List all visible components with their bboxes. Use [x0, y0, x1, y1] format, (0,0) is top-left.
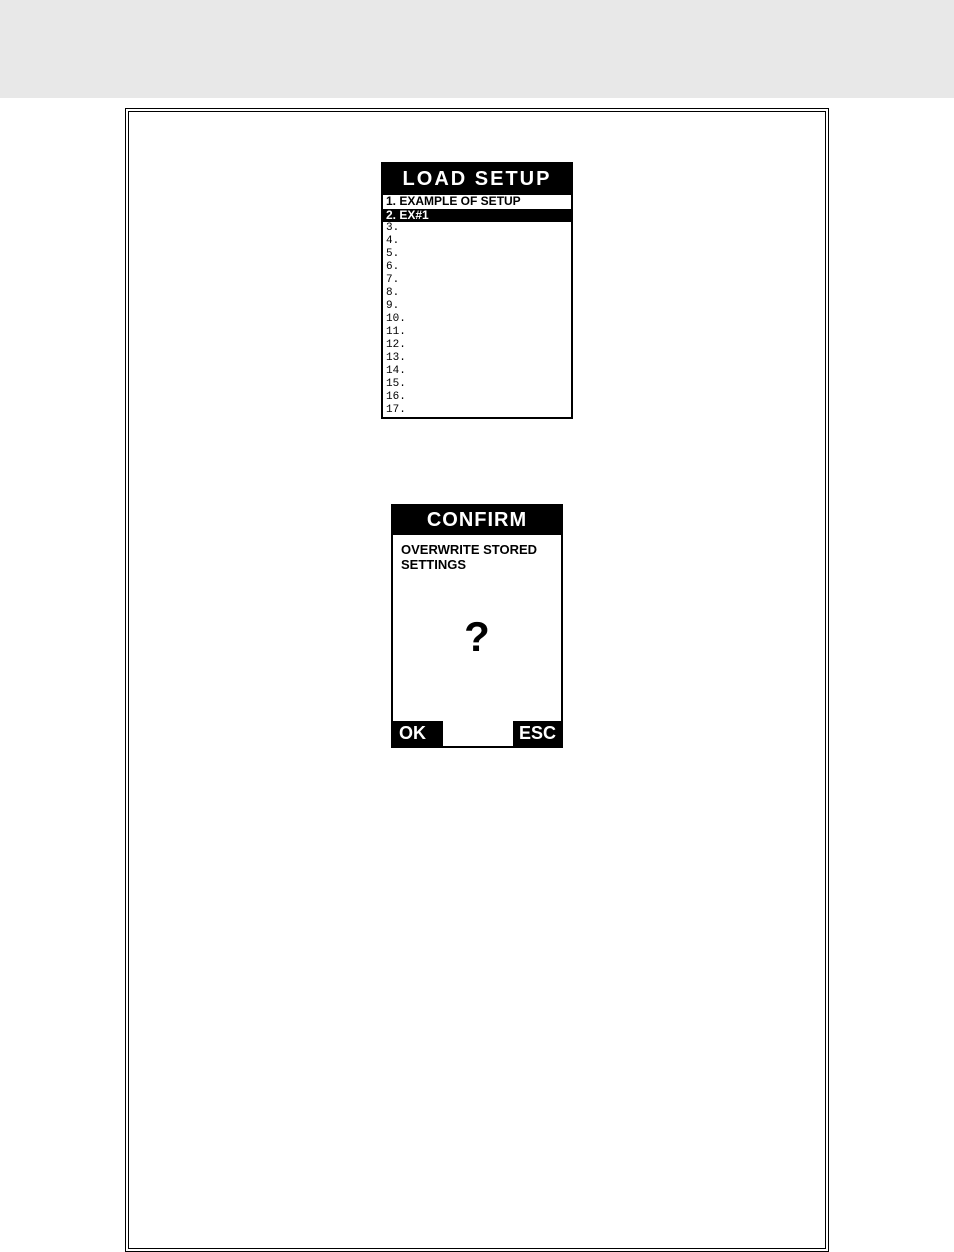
content-frame-outer: LOAD SETUP 1. EXAMPLE OF SETUP2. EX#13.4…	[125, 108, 829, 1252]
esc-button[interactable]: ESC	[513, 721, 561, 746]
load-setup-item[interactable]: 3.	[383, 222, 571, 235]
confirm-panel: CONFIRM OVERWRITE STORED SETTINGS ? OK E…	[391, 504, 563, 748]
confirm-button-row: OK ESC	[393, 721, 561, 746]
question-mark-icon: ?	[401, 613, 553, 661]
load-setup-item[interactable]: 4.	[383, 235, 571, 248]
load-setup-title: LOAD SETUP	[383, 164, 571, 195]
load-setup-item[interactable]: 14.	[383, 365, 571, 378]
load-setup-item[interactable]: 17.	[383, 404, 571, 417]
load-setup-item[interactable]: 8.	[383, 287, 571, 300]
load-setup-item[interactable]: 13.	[383, 352, 571, 365]
load-setup-item[interactable]: 15.	[383, 378, 571, 391]
load-setup-item[interactable]: 7.	[383, 274, 571, 287]
load-setup-item[interactable]: 1. EXAMPLE OF SETUP	[383, 195, 571, 209]
load-setup-item[interactable]: 12.	[383, 339, 571, 352]
confirm-body: OVERWRITE STORED SETTINGS ?	[393, 535, 561, 721]
confirm-message-line1: OVERWRITE STORED	[401, 542, 537, 557]
confirm-message-line2: SETTINGS	[401, 557, 466, 572]
load-setup-item[interactable]: 16.	[383, 391, 571, 404]
ok-button[interactable]: OK	[393, 721, 443, 746]
load-setup-list: 1. EXAMPLE OF SETUP2. EX#13.4.5.6.7.8.9.…	[383, 195, 571, 417]
confirm-title: CONFIRM	[393, 506, 561, 535]
load-setup-item[interactable]: 10.	[383, 313, 571, 326]
load-setup-panel: LOAD SETUP 1. EXAMPLE OF SETUP2. EX#13.4…	[381, 162, 573, 419]
load-setup-item[interactable]: 11.	[383, 326, 571, 339]
load-setup-item[interactable]: 6.	[383, 261, 571, 274]
content-frame-inner: LOAD SETUP 1. EXAMPLE OF SETUP2. EX#13.4…	[128, 111, 826, 1249]
confirm-message: OVERWRITE STORED SETTINGS	[401, 543, 553, 573]
top-gray-bar	[0, 0, 954, 98]
load-setup-item[interactable]: 9.	[383, 300, 571, 313]
load-setup-item[interactable]: 2. EX#1	[383, 209, 571, 223]
load-setup-item[interactable]: 5.	[383, 248, 571, 261]
